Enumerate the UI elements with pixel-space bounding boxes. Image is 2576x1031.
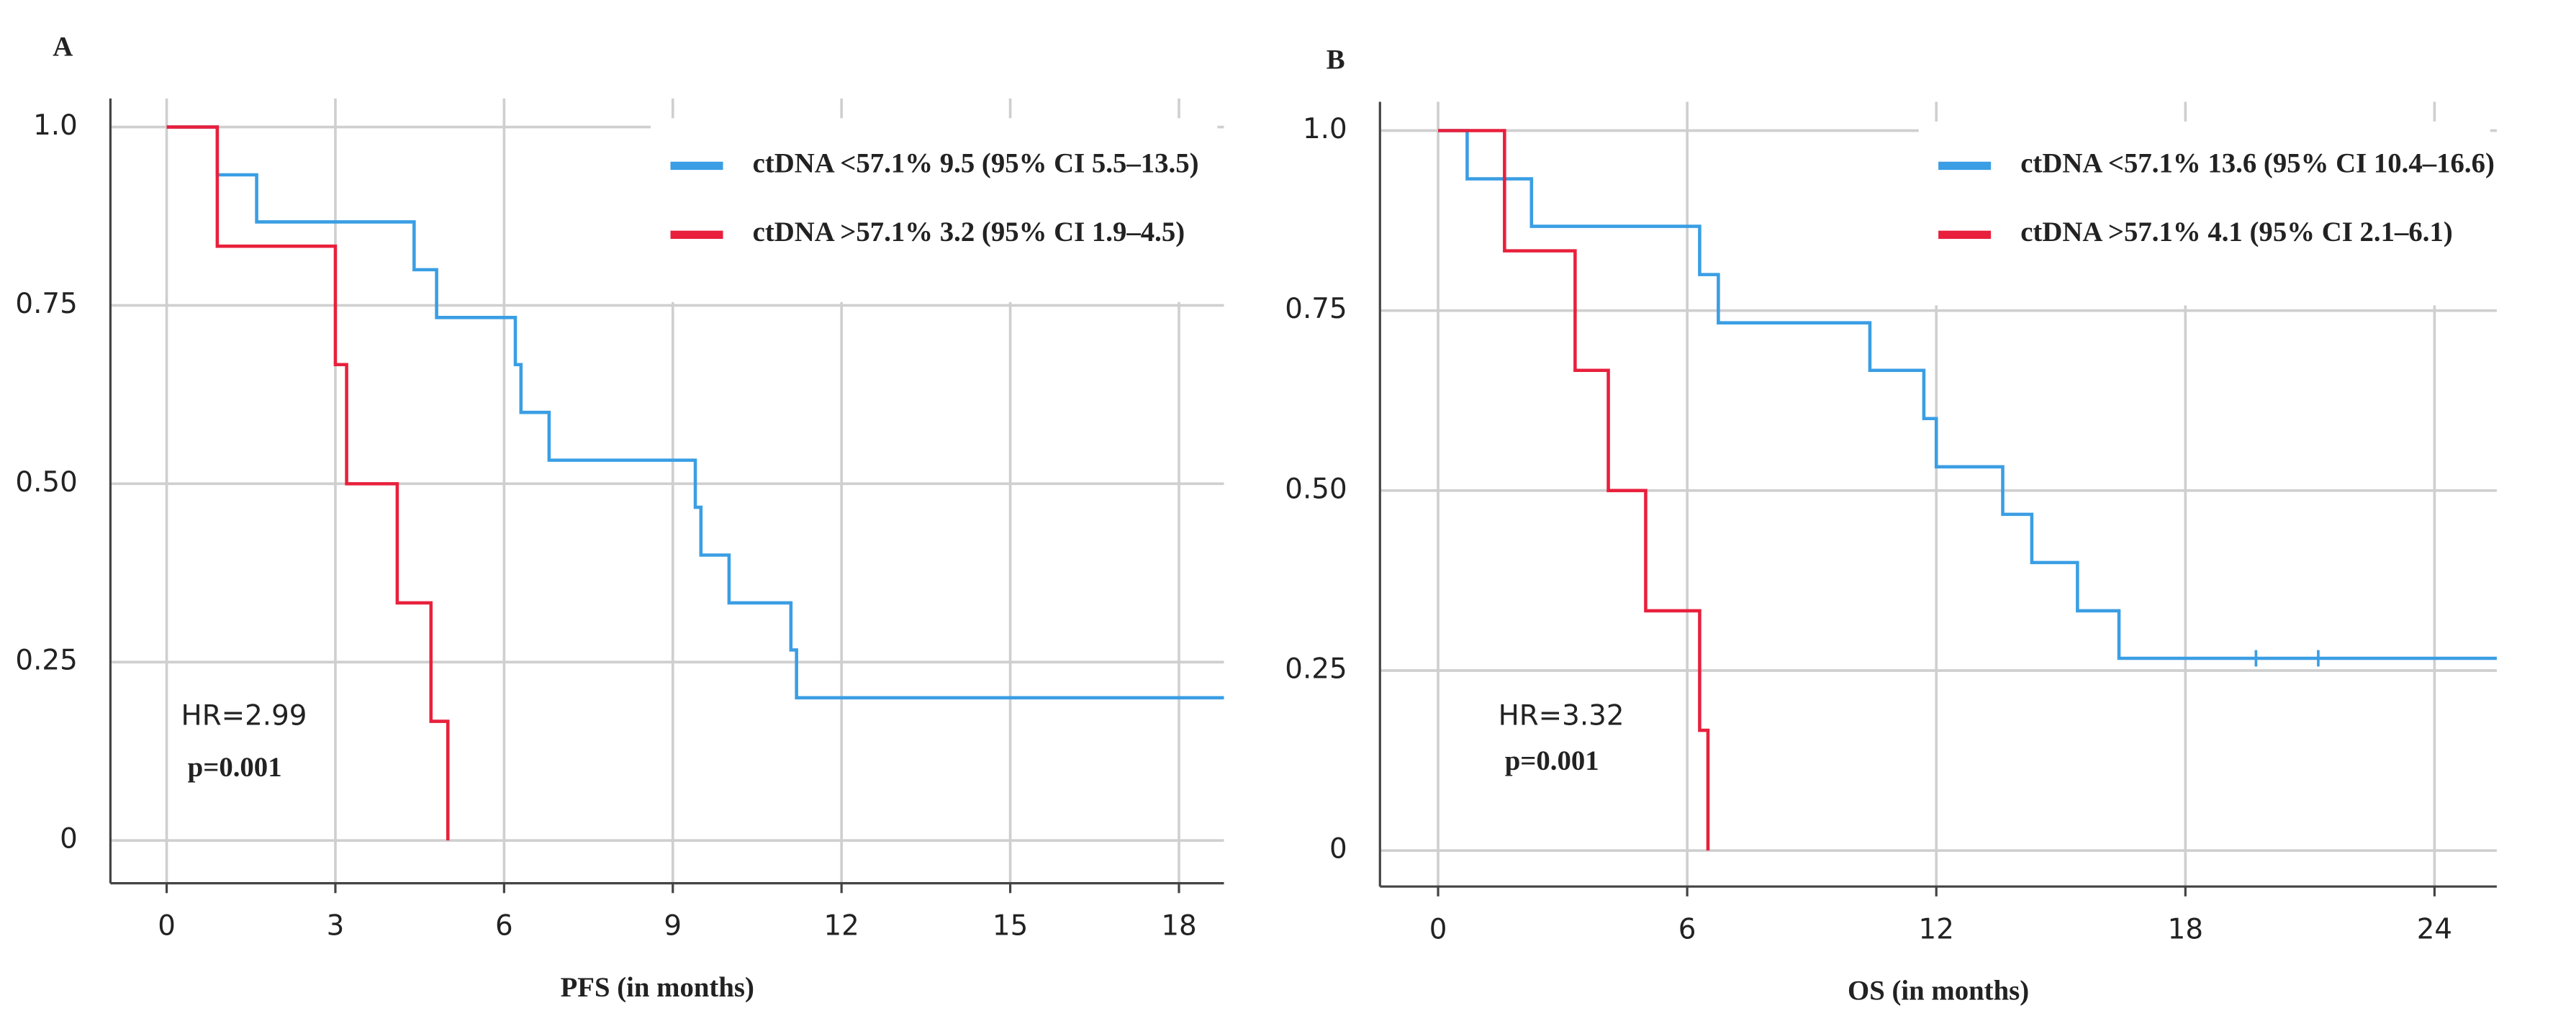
x-tick-label: 12: [824, 910, 859, 943]
annotation: p=0.001: [1505, 745, 1599, 776]
y-tick-label: 0.25: [15, 645, 77, 677]
y-tick-label: 0.50: [1285, 473, 1347, 505]
x-tick-label: 6: [1678, 913, 1696, 945]
panel-letter: A: [53, 31, 73, 62]
annotation: HR=2.99: [181, 700, 307, 732]
x-tick-label: 0: [158, 910, 176, 943]
x-tick-label: 18: [1161, 910, 1196, 943]
legend-label: ctDNA >57.1% 4.1 (95% CI 2.1–6.1): [2020, 217, 2453, 247]
y-tick-label: 0.75: [1285, 293, 1347, 325]
y-tick-label: 1.0: [33, 109, 78, 142]
x-tick-label: 12: [1919, 913, 1954, 945]
x-tick-label: 15: [993, 910, 1028, 943]
x-tick-label: 3: [327, 910, 345, 943]
x-tick-label: 6: [495, 910, 513, 943]
legend-box: [1918, 121, 2490, 306]
y-tick-label: 0: [60, 823, 78, 855]
survival-curve: [1438, 129, 2497, 660]
annotation: p=0.001: [188, 752, 282, 783]
annotation: HR=3.32: [1499, 700, 1624, 732]
survival-curve: [1438, 129, 1710, 851]
y-tick-label: 0.75: [15, 288, 77, 320]
x-tick-label: 0: [1429, 913, 1447, 945]
legend-box: [651, 118, 1218, 302]
y-tick-label: 1.0: [1303, 113, 1347, 145]
x-tick-label: 18: [2168, 913, 2203, 945]
legend-label: ctDNA <57.1% 13.6 (95% CI 10.4–16.6): [2020, 147, 2495, 178]
survival-curve: [166, 125, 1224, 700]
survival-curve: [166, 125, 450, 841]
legend-label: ctDNA >57.1% 3.2 (95% CI 1.9–4.5): [753, 217, 1185, 247]
x-axis-label: PFS (in months): [561, 972, 754, 1003]
y-tick-label: 0: [1329, 833, 1347, 866]
x-tick-label: 24: [2417, 913, 2452, 945]
panel-letter: B: [1327, 45, 1345, 76]
y-tick-label: 0.25: [1285, 653, 1347, 685]
legend-label: ctDNA <57.1% 9.5 (95% CI 5.5–13.5): [753, 147, 1199, 178]
x-tick-label: 9: [664, 910, 682, 943]
y-tick-label: 0.50: [15, 466, 77, 499]
x-axis-label: OS (in months): [1848, 975, 2029, 1006]
